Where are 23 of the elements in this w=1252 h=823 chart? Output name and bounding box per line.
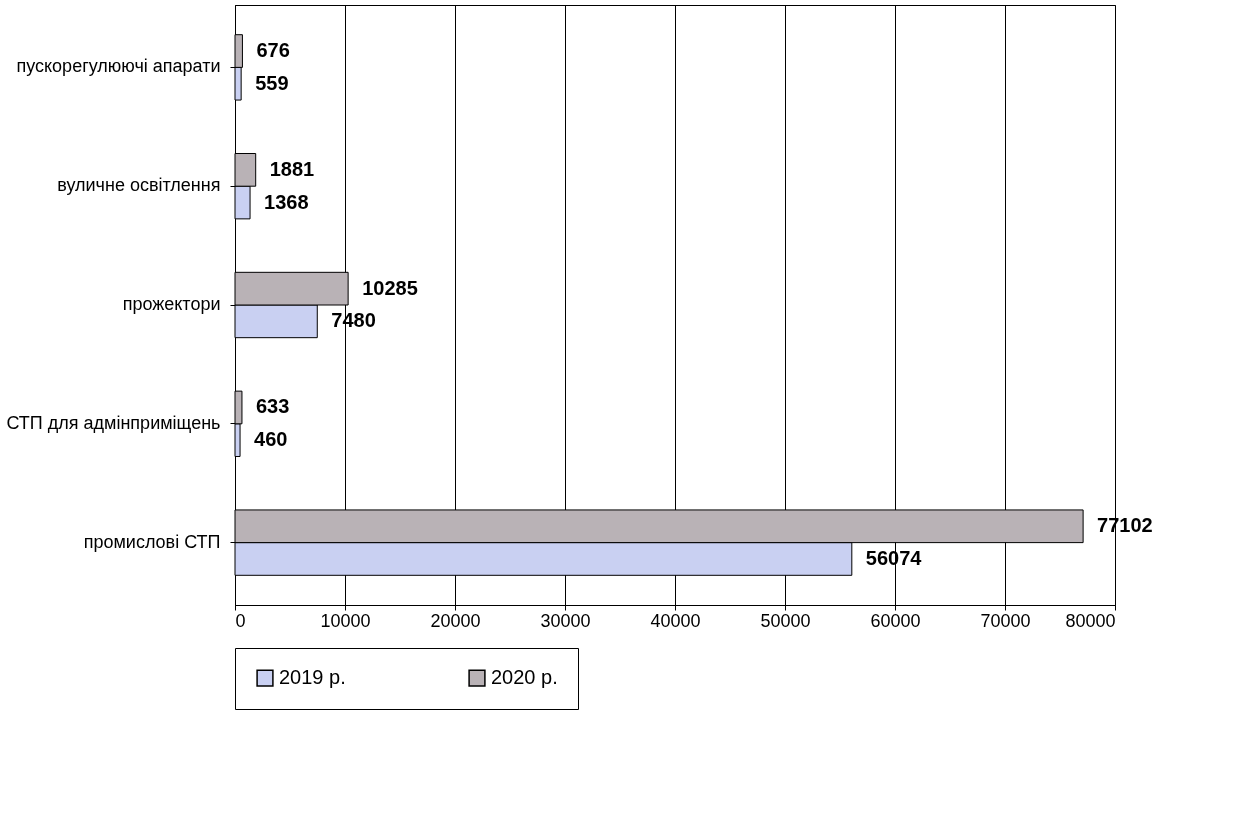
- y-tick-label: прожектори: [122, 294, 221, 314]
- x-tick-label: 40000: [650, 610, 701, 631]
- x-tick-label: 60000: [870, 610, 921, 631]
- data-label: 1881: [269, 157, 315, 180]
- data-label: 460: [254, 428, 288, 451]
- data-label: 10285: [362, 276, 418, 299]
- data-label: 676: [256, 39, 290, 62]
- y-tick-label: пускорегулюючі апарати: [16, 56, 221, 77]
- y-tick-label: СТП для адмінприміщень: [6, 412, 221, 433]
- x-tick-label: 80000: [1065, 610, 1116, 631]
- y-tick-label: вуличне освітлення: [57, 175, 221, 196]
- x-tick-label: 70000: [980, 610, 1031, 631]
- data-label: 633: [255, 395, 290, 418]
- x-tick-label: 0: [235, 610, 246, 631]
- legend-label: 2020 р.: [491, 666, 558, 689]
- data-label: 559: [255, 71, 289, 94]
- data-label: 1368: [264, 190, 309, 213]
- x-tick-label: 50000: [760, 610, 811, 631]
- x-tick-label: 20000: [430, 610, 481, 631]
- legend-label: 2019 р.: [279, 666, 346, 689]
- y-tick-label: промислові СТП: [83, 531, 221, 552]
- x-tick-label: 30000: [540, 610, 591, 631]
- x-tick-label: 10000: [320, 610, 371, 631]
